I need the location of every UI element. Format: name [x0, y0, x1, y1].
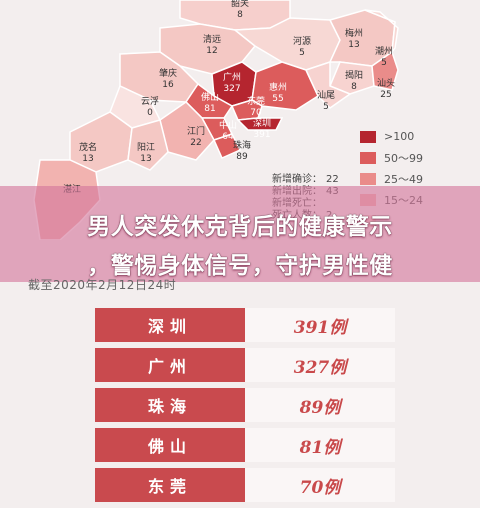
region-name-label: 深圳: [253, 118, 271, 129]
region-value-label: 12: [206, 46, 217, 56]
region-value-label: 5: [381, 58, 387, 68]
city-cell: 珠海: [95, 388, 245, 422]
table-row: 珠海 89例: [95, 388, 395, 422]
region-value-label: 13: [82, 154, 93, 164]
region-name-label: 惠州: [269, 81, 287, 93]
region-value-label: 64: [222, 132, 234, 142]
region-name-label: 珠海: [233, 139, 251, 151]
region-value-label: 391: [253, 130, 270, 140]
region-value-label: 22: [190, 138, 201, 148]
case-count-cell: 70例: [245, 468, 395, 502]
stat-value: 22: [326, 174, 339, 185]
headline-line-1: 男人突发休克背后的健康警示: [87, 214, 393, 240]
region-value-label: 13: [348, 40, 359, 50]
region-name-label: 云浮: [141, 95, 159, 107]
headline-banner: [0, 186, 480, 282]
region-dongguan: [230, 99, 263, 121]
legend-label: 25～49: [384, 172, 423, 186]
region-value-label: 81: [204, 104, 215, 114]
date-label: 截至2020年2月12日24时: [28, 278, 177, 292]
legend-item: >100: [360, 126, 470, 147]
table-row: 东莞 70例: [95, 468, 395, 502]
region-name-label: 阳江: [137, 142, 155, 153]
region-name-label: 佛山: [201, 91, 219, 103]
legend-label: >100: [384, 130, 415, 143]
stat-label: 新增确诊：: [272, 174, 322, 185]
region-value-label: 70: [250, 108, 262, 118]
region-zhuhai: [212, 133, 242, 159]
city-cell: 广州: [95, 348, 245, 382]
region-value-label: 25: [380, 90, 391, 100]
region-name-label: 广州: [223, 71, 241, 83]
region-value-label: 8: [237, 10, 243, 20]
region-value-label: 0: [147, 108, 153, 118]
headline-line-2: ，警惕身体信号，守护男性健: [87, 253, 393, 279]
legend-label: 50～99: [384, 151, 423, 165]
case-count-cell: 81例: [245, 428, 395, 462]
table-row: 深圳 391例: [95, 308, 395, 342]
case-count-cell: 327例: [245, 348, 395, 382]
region-name-label: 揭阳: [345, 69, 363, 81]
case-count-cell: 391例: [245, 308, 395, 342]
legend-item: 25～49: [360, 168, 470, 189]
region-shanwei: [304, 60, 352, 109]
region-name-label: 潮州: [375, 45, 393, 57]
city-cell: 东莞: [95, 468, 245, 502]
legend-item: 50～99: [360, 147, 470, 168]
region-yangjiang: [127, 119, 169, 171]
legend-swatch: [360, 172, 376, 185]
region-name-label: 汕头: [377, 78, 395, 89]
region-jieyang: [329, 61, 375, 95]
legend-swatch: [360, 151, 376, 164]
city-case-table: 深圳 391例 广州 327例 珠海 89例 佛山 81例 东莞 70例: [95, 308, 395, 508]
stat-row: 新增确诊： 22: [272, 174, 412, 186]
region-name-label: 东莞: [247, 95, 265, 107]
region-shantou: [371, 50, 399, 91]
region-name-label: 茂名: [79, 141, 97, 153]
region-value-label: 89: [236, 152, 248, 162]
region-value-label: 8: [351, 82, 357, 92]
city-cell: 佛山: [95, 428, 245, 462]
region-value-label: 5: [323, 102, 329, 112]
region-name-label: 河源: [293, 35, 311, 47]
city-cell: 深圳: [95, 308, 245, 342]
region-name-label: 中山: [219, 119, 237, 131]
region-name-label: 清远: [203, 33, 221, 45]
region-chaozhou: [364, 9, 399, 55]
region-value-label: 55: [272, 94, 283, 104]
region-value-label: 327: [223, 84, 240, 94]
region-value-label: 5: [299, 48, 305, 58]
region-name-label: 韶关: [231, 0, 249, 9]
region-value-label: 13: [140, 154, 151, 164]
region-shenzhen: [236, 117, 284, 131]
region-name-label: 肇庆: [159, 67, 177, 79]
region-name-label: 汕尾: [317, 90, 335, 101]
table-row: 佛山 81例: [95, 428, 395, 462]
region-value-label: 16: [162, 80, 174, 90]
region-name-label: 梅州: [345, 27, 363, 39]
case-count-cell: 89例: [245, 388, 395, 422]
region-name-label: 江门: [187, 125, 205, 137]
legend-swatch: [360, 130, 376, 143]
table-row: 广州 327例: [95, 348, 395, 382]
